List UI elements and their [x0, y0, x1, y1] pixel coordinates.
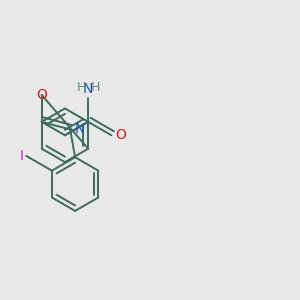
Text: H: H: [76, 81, 86, 94]
Text: H: H: [91, 81, 100, 94]
Text: O: O: [36, 88, 47, 102]
Text: O: O: [115, 128, 126, 142]
Text: N: N: [74, 122, 85, 136]
Text: I: I: [20, 149, 24, 163]
Text: N: N: [83, 82, 93, 96]
